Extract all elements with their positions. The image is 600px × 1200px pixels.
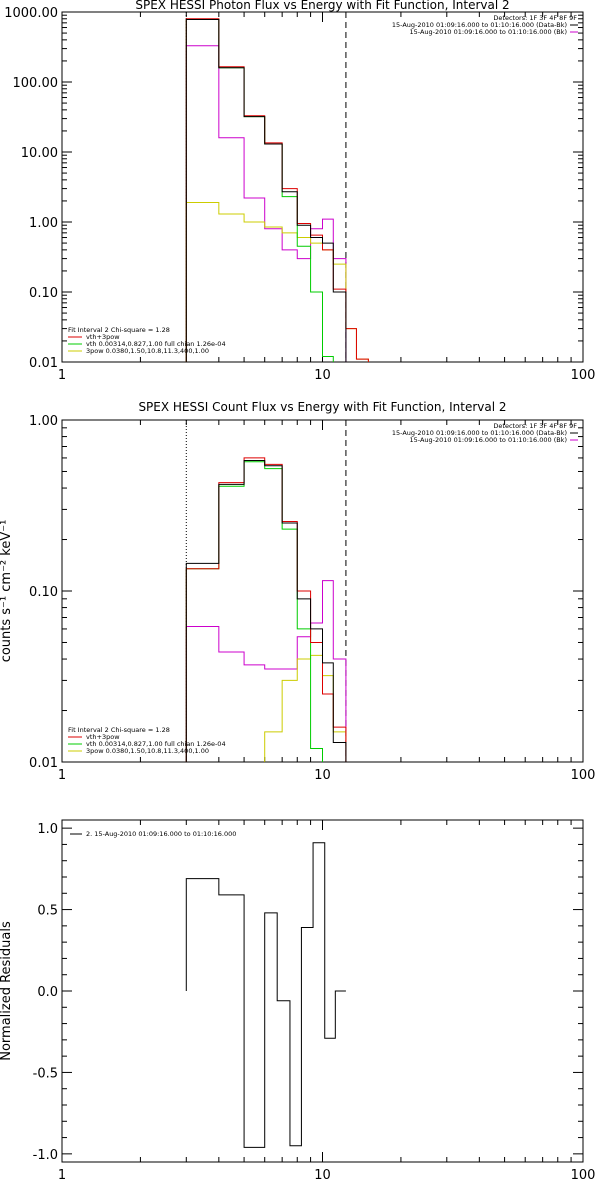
panel-3: 1 10 100 -1.0 -0.5 0.0 0.5 1.0 Normalized Residu… bbox=[0, 819, 596, 1183]
y-axis-label: counts s⁻¹ cm⁻² keV⁻¹ bbox=[0, 520, 14, 663]
y-tick-label: 1.00 bbox=[29, 216, 58, 231]
series-group bbox=[185, 18, 369, 362]
legend-top-right-text: 15-Aug-2010 01:09:16.000 to 01:10:16.000… bbox=[410, 28, 567, 36]
y-axis-label: Normalized Residuals bbox=[0, 921, 14, 1061]
legend-bottom-left-text: 3pow 0.0380,1.50,10.8,11.3,400,1.00 bbox=[86, 747, 209, 755]
y-tick-label: 1.00 bbox=[29, 414, 58, 429]
y-tick-label: 100.00 bbox=[13, 76, 59, 91]
legend-top-right-text: Detectors: 1F 3F 4F 8F 9F bbox=[493, 422, 577, 430]
legend-bottom-left-text: vth 0.00314,0.827,1.00 full chian 1.26e-… bbox=[86, 340, 226, 348]
y-tick-label: 0.01 bbox=[29, 756, 58, 771]
y-tick-label: -0.5 bbox=[33, 1066, 58, 1081]
legend-bottom-left-text: vth+3pow bbox=[86, 733, 120, 741]
x-tick-label: 1 bbox=[58, 368, 66, 383]
panel-2: SPEX HESSI Count Flux vs Energy with Fit… bbox=[0, 400, 596, 783]
y-tick-label: 0.10 bbox=[29, 585, 58, 600]
series-line-vth bbox=[185, 461, 323, 762]
legend-bottom-left-text: Fit Interval 2 Chi-square = 1.28 bbox=[68, 326, 170, 334]
x-tick-label: 10 bbox=[314, 368, 331, 383]
series-line-2-15-aug-2010-01-09-16-000-to-01-10-16-000 bbox=[185, 842, 346, 1148]
y-tick-label: 1.0 bbox=[37, 822, 58, 837]
series-line-vth-3pow bbox=[185, 457, 347, 762]
y-tick-label: -1.0 bbox=[33, 1148, 58, 1163]
series-line-data bbox=[185, 459, 347, 762]
series-line-3pow bbox=[264, 654, 347, 762]
x-tick-label: 100 bbox=[571, 368, 596, 383]
x-tick-label: 100 bbox=[571, 768, 596, 783]
x-tick-label: 100 bbox=[571, 1168, 596, 1183]
y-tick-label: 0.10 bbox=[29, 286, 58, 301]
legend-top-right-text: 15-Aug-2010 01:09:16.000 to 01:10:16.000… bbox=[392, 21, 567, 29]
plot-frame bbox=[61, 819, 584, 1163]
legend-top-right-text: 15-Aug-2010 01:09:16.000 to 01:10:16.000… bbox=[392, 429, 567, 437]
legend-top-left-text: 2. 15-Aug-2010 01:09:16.000 to 01:10:16.… bbox=[86, 830, 236, 838]
x-tick-label: 1 bbox=[58, 1168, 66, 1183]
legend-top-right-text: 15-Aug-2010 01:09:16.000 to 01:10:16.000… bbox=[410, 436, 567, 444]
series-line-vth bbox=[185, 19, 334, 362]
series-line-vth-3pow bbox=[185, 18, 369, 362]
series-line-data bbox=[185, 19, 347, 362]
y-tick-label: 1000.00 bbox=[4, 6, 58, 21]
x-tick-label: 10 bbox=[314, 1168, 331, 1183]
x-tick-label: 10 bbox=[314, 768, 331, 783]
chart-title: SPEX HESSI Photon Flux vs Energy with Fi… bbox=[135, 0, 509, 12]
legend-bottom-left-text: Fit Interval 2 Chi-square = 1.28 bbox=[68, 726, 170, 734]
legend-bottom-left-text: vth 0.00314,0.827,1.00 full chian 1.26e-… bbox=[86, 740, 226, 748]
x-tick-label: 1 bbox=[58, 768, 66, 783]
legend-bottom-left-text: 3pow 0.0380,1.50,10.8,11.3,400,1.00 bbox=[86, 347, 209, 355]
panel-1: SPEX HESSI Photon Flux vs Energy with Fi… bbox=[4, 0, 596, 383]
y-tick-label: 0.0 bbox=[37, 985, 58, 1000]
chart-title: SPEX HESSI Count Flux vs Energy with Fit… bbox=[138, 400, 506, 414]
series-group bbox=[185, 842, 346, 1148]
y-tick-label: 0.01 bbox=[29, 356, 58, 371]
legend-bottom-left-text: vth+3pow bbox=[86, 333, 120, 341]
series-line-background bbox=[185, 45, 347, 362]
series-group bbox=[185, 457, 347, 762]
series-line-3pow bbox=[185, 201, 369, 362]
legend-top-right-text: Detectors: 1F 3F 4F 8F 9F bbox=[493, 14, 577, 22]
y-tick-label: 0.5 bbox=[37, 904, 58, 919]
y-tick-label: 10.00 bbox=[21, 146, 58, 161]
